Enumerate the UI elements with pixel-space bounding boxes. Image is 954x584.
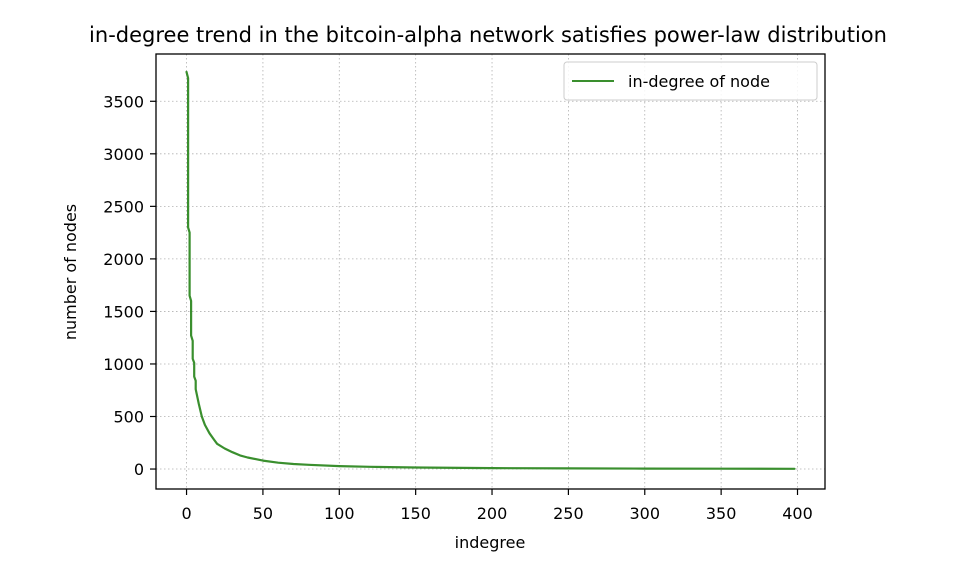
legend-box [563, 61, 818, 101]
x-tick-label: 50 [253, 504, 273, 523]
chart-title: in-degree trend in the bitcoin-alpha net… [89, 23, 887, 47]
x-tick-label: 150 [400, 504, 431, 523]
x-axis: 0 50 100 150 200 250 300 350 400 [181, 489, 813, 523]
series-line [185, 70, 796, 470]
y-tick-label: 500 [113, 408, 144, 427]
y-axis-label: number of nodes [61, 204, 80, 340]
y-tick-label: 3500 [103, 92, 144, 111]
legend-label: in-degree of node [628, 72, 770, 91]
x-axis-label: indegree [455, 533, 526, 552]
x-tick-label: 300 [629, 504, 660, 523]
y-axis: 0 500 1000 1500 2000 2500 3000 3500 [103, 92, 156, 479]
x-tick-label: 200 [477, 504, 508, 523]
y-tick-label: 1500 [103, 302, 144, 321]
y-tick-label: 2000 [103, 250, 144, 269]
y-tick-label: 3000 [103, 145, 144, 164]
x-tick-label: 400 [782, 504, 813, 523]
y-tick-label: 1000 [103, 355, 144, 374]
y-tick-label: 0 [134, 460, 144, 479]
y-tick-label: 2500 [103, 197, 144, 216]
x-tick-label: 350 [706, 504, 737, 523]
x-tick-label: 0 [181, 504, 191, 523]
series-layer [185, 70, 796, 470]
x-tick-label: 250 [553, 504, 584, 523]
plot-frame [155, 53, 826, 490]
plot-area [156, 54, 825, 489]
x-tick-label: 100 [324, 504, 355, 523]
legend: in-degree of node [563, 61, 818, 101]
